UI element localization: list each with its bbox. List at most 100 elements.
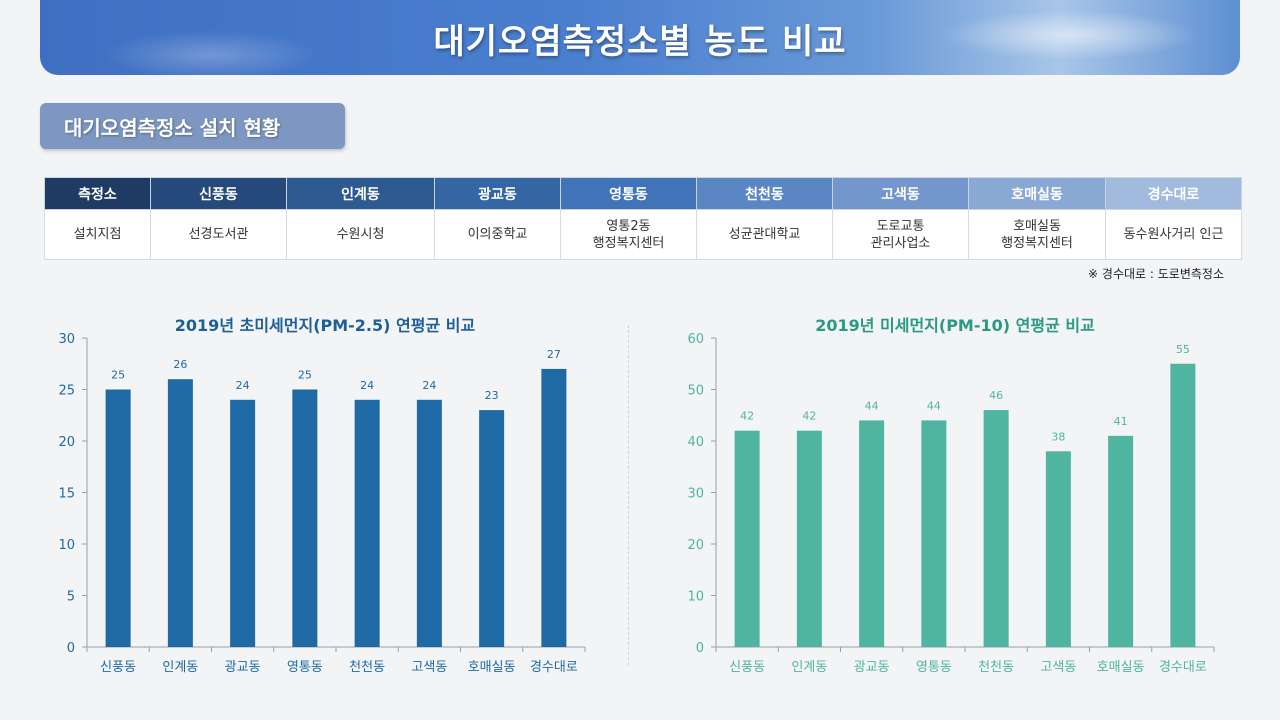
bar bbox=[541, 368, 567, 647]
y-tick-label: 60 bbox=[687, 332, 704, 347]
table-cell-line: 선경도서관 bbox=[188, 227, 249, 242]
bar bbox=[983, 410, 1009, 647]
table-header-station: 측정소 bbox=[44, 177, 151, 210]
table-cell: 도로교통 관리사업소 bbox=[832, 209, 969, 260]
data-label: 44 bbox=[865, 399, 879, 412]
table-cell: 이의중학교 bbox=[434, 209, 561, 260]
y-tick-label: 10 bbox=[58, 538, 75, 553]
x-tick-label: 광교동 bbox=[225, 660, 261, 675]
table-cell-line: 행정복지센터 bbox=[592, 235, 665, 251]
x-tick-label: 신풍동 bbox=[100, 660, 136, 675]
bar bbox=[479, 410, 505, 647]
bar bbox=[796, 430, 822, 647]
x-tick-label: 광교동 bbox=[854, 660, 890, 675]
cloud-decoration bbox=[940, 10, 1200, 60]
x-tick-label: 호매실동 bbox=[1097, 660, 1145, 675]
y-tick-label: 0 bbox=[67, 641, 75, 656]
data-label: 46 bbox=[989, 389, 1003, 402]
page-title: 대기오염측정소별 농도 비교 bbox=[433, 22, 847, 62]
y-tick-label: 40 bbox=[687, 435, 704, 450]
station-table: 측정소 신풍동 인계동 광교동 영통동 천천동 고색동 호매실동 경수대로 설치지점 선경도서관 수… bbox=[44, 177, 1242, 260]
table-row: 설치지점 선경도서관 수원시청 이의중학교 영통2동 행정복지센터 성균관대학교 도로교통 관리… bbox=[44, 209, 1242, 260]
table-row-label: 설치지점 bbox=[44, 209, 151, 260]
data-label: 24 bbox=[236, 379, 250, 392]
divider bbox=[628, 325, 629, 665]
table-cell-line: 도로교통 bbox=[876, 218, 925, 234]
table-cell: 영통2동 행정복지센터 bbox=[560, 209, 697, 260]
y-tick-label: 25 bbox=[58, 384, 75, 399]
table-header-1: 신풍동 bbox=[150, 177, 287, 210]
chart-title-pm25: 2019년 초미세먼지(PM-2.5) 연평균 비교 bbox=[174, 316, 476, 335]
y-tick-label: 30 bbox=[58, 332, 75, 347]
data-label: 42 bbox=[740, 410, 754, 423]
x-tick-label: 고색동 bbox=[1040, 660, 1076, 675]
bar bbox=[1170, 363, 1196, 647]
table-header-8: 경수대로 bbox=[1105, 177, 1242, 210]
table-cell: 수원시청 bbox=[286, 209, 435, 260]
table-cell: 호매실동 행정복지센터 bbox=[968, 209, 1106, 260]
bar bbox=[230, 399, 256, 647]
table-cell: 성균관대학교 bbox=[696, 209, 833, 260]
table-cell-line: 관리사업소 bbox=[870, 235, 931, 251]
bar bbox=[416, 399, 442, 647]
section-title: 대기오염측정소 설치 현황 bbox=[40, 103, 345, 149]
x-tick-label: 영통동 bbox=[287, 660, 323, 675]
y-tick-label: 5 bbox=[67, 590, 75, 605]
bar bbox=[1108, 435, 1134, 647]
bar bbox=[734, 430, 760, 647]
y-tick-label: 15 bbox=[58, 487, 75, 502]
pm10-bar-chart: 0 10 20 30 40 50 60 42 신풍동 42 인계동 44 광교동 44 영통동 46 천천동 38… bbox=[687, 332, 1215, 675]
y-tick-label: 10 bbox=[687, 590, 704, 605]
y-tick-label: 50 bbox=[687, 384, 704, 399]
cloud-decoration bbox=[100, 30, 320, 75]
data-label: 24 bbox=[360, 379, 374, 392]
table-header-2: 인계동 bbox=[286, 177, 435, 210]
header-banner: 대기오염측정소별 농도 비교 bbox=[40, 0, 1240, 75]
table-cell-line: 호매실동 bbox=[1013, 218, 1061, 234]
data-label: 24 bbox=[422, 379, 436, 392]
bar bbox=[354, 399, 380, 647]
x-tick-label: 인계동 bbox=[791, 660, 827, 675]
x-tick-label: 경수대로 bbox=[530, 660, 578, 675]
x-tick-label: 천천동 bbox=[978, 660, 1014, 675]
y-tick-label: 20 bbox=[687, 538, 704, 553]
data-label: 44 bbox=[927, 399, 941, 412]
table-cell-line: 동수원사거리 인근 bbox=[1123, 227, 1224, 242]
table-header-6: 고색동 bbox=[832, 177, 969, 210]
data-label: 42 bbox=[802, 410, 816, 423]
bar bbox=[921, 420, 947, 647]
data-label: 41 bbox=[1114, 415, 1128, 428]
data-label: 23 bbox=[485, 389, 499, 402]
chart-title-pm10: 2019년 미세먼지(PM-10) 연평균 비교 bbox=[815, 316, 1095, 335]
data-label: 26 bbox=[173, 358, 187, 371]
footnote: ※ 경수대로 : 도로변측정소 bbox=[1088, 267, 1224, 281]
table-cell-line: 이의중학교 bbox=[467, 227, 528, 242]
x-tick-label: 신풍동 bbox=[729, 660, 765, 675]
table-cell: 동수원사거리 인근 bbox=[1105, 209, 1242, 260]
x-tick-label: 호매실동 bbox=[468, 660, 516, 675]
data-label: 25 bbox=[298, 369, 312, 382]
y-tick-label: 30 bbox=[687, 487, 704, 502]
pm25-bar-chart: 0 5 10 15 20 25 30 25 신풍동 26 인계동 24 광교동 25 영통동 24 천천동 24 고… bbox=[58, 332, 586, 675]
data-label: 38 bbox=[1051, 430, 1065, 443]
table-cell: 선경도서관 bbox=[150, 209, 287, 260]
table-cell-line: 성균관대학교 bbox=[728, 227, 801, 242]
data-label: 25 bbox=[111, 369, 125, 382]
table-header-5: 천천동 bbox=[696, 177, 833, 210]
x-tick-label: 천천동 bbox=[349, 660, 385, 675]
x-tick-label: 경수대로 bbox=[1159, 660, 1207, 675]
bar bbox=[1045, 451, 1071, 647]
bar bbox=[105, 389, 131, 647]
data-label: 55 bbox=[1176, 343, 1190, 356]
table-cell-line: 행정복지센터 bbox=[1001, 235, 1073, 251]
table-header-4: 영통동 bbox=[560, 177, 697, 210]
bar bbox=[292, 389, 318, 647]
table-header-7: 호매실동 bbox=[968, 177, 1106, 210]
bar bbox=[167, 379, 193, 647]
bar bbox=[859, 420, 885, 647]
y-tick-label: 0 bbox=[696, 641, 704, 656]
x-tick-label: 인계동 bbox=[162, 660, 198, 675]
x-tick-label: 고색동 bbox=[411, 660, 447, 675]
x-tick-label: 영통동 bbox=[916, 660, 952, 675]
table-cell-line: 영통2동 bbox=[606, 218, 651, 234]
